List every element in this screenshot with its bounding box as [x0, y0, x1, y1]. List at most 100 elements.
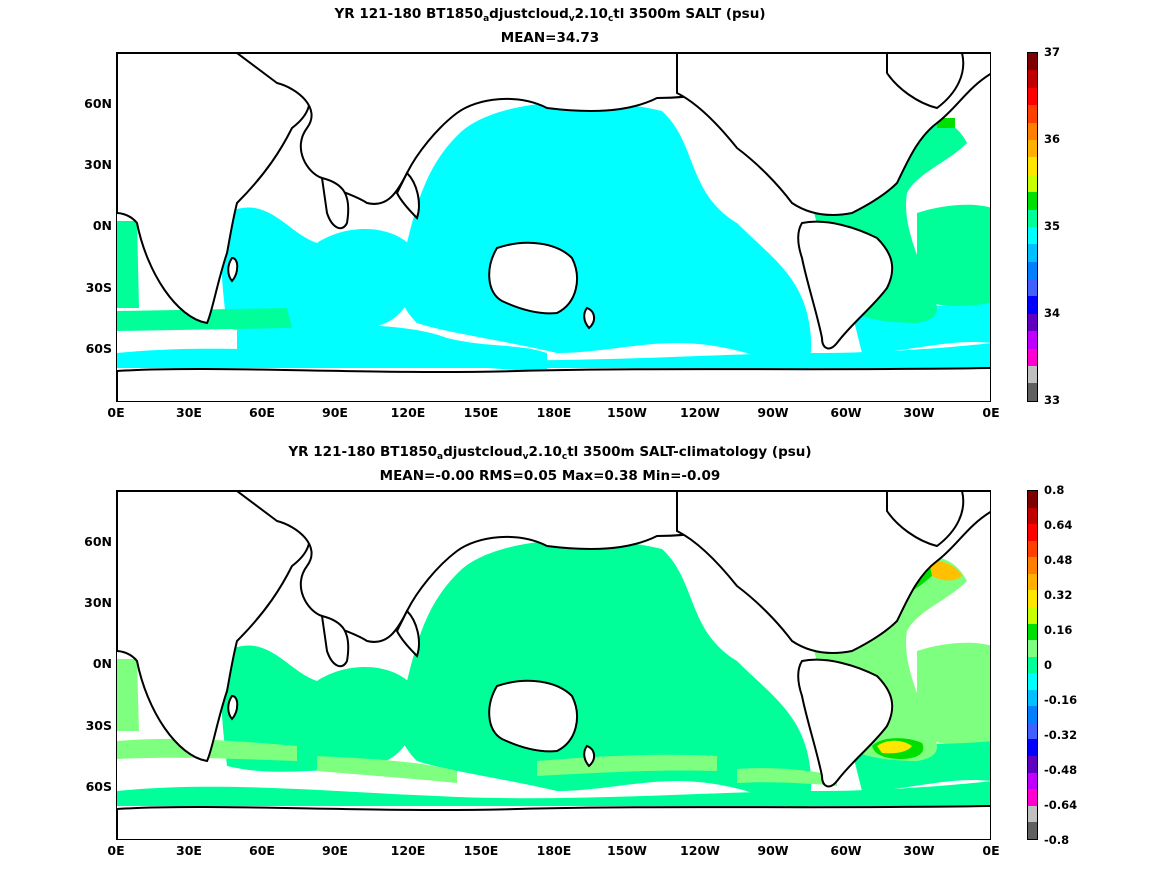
colorbar-swatch: [1028, 507, 1037, 525]
colorbar-swatch: [1028, 689, 1037, 707]
colorbar-label: 0.64: [1044, 518, 1073, 532]
colorbar-swatch: [1028, 656, 1037, 674]
colorbar-swatch: [1028, 573, 1037, 591]
lon-tick-label: 60W: [830, 405, 862, 420]
lon-tick-label: 120E: [390, 843, 426, 858]
lon-tick-label: 120W: [680, 405, 720, 420]
colorbar: [1027, 490, 1038, 840]
colorbar-swatch: [1028, 805, 1037, 823]
colorbar-swatch: [1028, 557, 1037, 574]
lon-tick-label: 60E: [249, 405, 275, 420]
colorbar-swatch: [1028, 640, 1037, 657]
colorbar-swatch: [1028, 491, 1037, 508]
colorbar: [1027, 52, 1038, 402]
lat-tick-label: 0N: [92, 656, 112, 671]
lon-tick-label: 150E: [463, 843, 499, 858]
colorbar-label: 35: [1044, 219, 1061, 233]
colorbar-swatch: [1028, 706, 1037, 723]
colorbar-swatch: [1028, 244, 1037, 262]
colorbar-swatch: [1028, 722, 1037, 740]
lon-tick-label: 0E: [107, 843, 125, 858]
map-mean-stat: MEAN=34.73: [500, 30, 600, 46]
colorbar-swatch: [1028, 383, 1037, 401]
colorbar-label: 34: [1044, 306, 1061, 320]
colorbar-swatch: [1028, 772, 1037, 790]
colorbar-swatch: [1028, 606, 1037, 624]
colorbar-label: 37: [1044, 45, 1061, 59]
lon-tick-label: 60E: [249, 843, 275, 858]
map-title: YR 121-180 BT1850adjustcloudv2.10ctl 350…: [288, 444, 812, 462]
colorbar-swatch: [1028, 623, 1037, 641]
lon-tick-label: 30E: [176, 843, 202, 858]
colorbar-swatch: [1028, 590, 1037, 607]
colorbar-swatch: [1028, 105, 1037, 123]
colorbar-label: -0.64: [1044, 798, 1078, 812]
lon-tick-label: 60W: [830, 843, 862, 858]
lon-tick-label: 150W: [607, 843, 647, 858]
colorbar-label: -0.16: [1044, 693, 1078, 707]
colorbar-swatch: [1028, 739, 1037, 756]
colorbar-swatch: [1028, 139, 1037, 158]
colorbar-swatch: [1028, 53, 1037, 71]
salinity-anomaly-map-panel: YR 121-180 BT1850adjustcloudv2.10ctl 350…: [0, 438, 1167, 875]
continents: [117, 491, 990, 839]
lon-tick-label: 90E: [322, 405, 348, 420]
colorbar-label: 0.8: [1044, 483, 1065, 497]
colorbar-swatch: [1028, 756, 1037, 773]
lat-tick-label: 30S: [85, 280, 112, 295]
lon-tick-label: 30W: [903, 405, 935, 420]
lon-tick-label: 0E: [982, 843, 1000, 858]
colorbar-swatch: [1028, 70, 1037, 88]
lon-tick-label: 180E: [536, 405, 572, 420]
lon-tick-label: 180E: [536, 843, 572, 858]
colorbar-label: 36: [1044, 132, 1061, 146]
colorbar-swatch: [1028, 157, 1037, 175]
lon-tick-label: 0E: [982, 405, 1000, 420]
colorbar-label: -0.32: [1044, 728, 1078, 742]
colorbar-swatch: [1028, 87, 1037, 106]
colorbar-swatch: [1028, 192, 1037, 210]
map-plot-area: [116, 490, 991, 840]
world-map: [117, 491, 990, 839]
colorbar-swatch: [1028, 822, 1037, 839]
lon-tick-label: 150E: [463, 405, 499, 420]
map-plot-area: [116, 52, 991, 402]
colorbar-swatch: [1028, 789, 1037, 806]
map-stats: MEAN=-0.00 RMS=0.05 Max=0.38 Min=-0.09: [379, 468, 721, 484]
colorbar-swatch: [1028, 261, 1037, 280]
colorbar-swatch: [1028, 209, 1037, 227]
lat-tick-label: 60N: [84, 96, 112, 111]
colorbar-swatch: [1028, 296, 1037, 314]
map-title: YR 121-180 BT1850adjustcloudv2.10ctl 350…: [334, 6, 766, 24]
continents: [117, 53, 990, 401]
lat-tick-label: 60S: [85, 341, 112, 356]
salinity-map-panel: YR 121-180 BT1850adjustcloudv2.10ctl 350…: [0, 0, 1167, 437]
colorbar-label: -0.48: [1044, 763, 1078, 777]
colorbar-swatch: [1028, 279, 1037, 297]
lat-tick-label: 60N: [84, 534, 112, 549]
lat-tick-label: 30N: [84, 157, 112, 172]
colorbar-label: 0.48: [1044, 553, 1073, 567]
lat-tick-label: 30S: [85, 718, 112, 733]
colorbar-swatch: [1028, 122, 1037, 140]
lat-tick-label: 30N: [84, 595, 112, 610]
colorbar-label: 0.32: [1044, 588, 1073, 602]
lon-tick-label: 90W: [757, 405, 789, 420]
colorbar-swatch: [1028, 313, 1037, 332]
colorbar-label: 0: [1044, 658, 1053, 672]
colorbar-label: 0.16: [1044, 623, 1073, 637]
lon-tick-label: 150W: [607, 405, 647, 420]
colorbar-label: 33: [1044, 393, 1061, 407]
colorbar-swatch: [1028, 366, 1037, 384]
lon-tick-label: 90E: [322, 843, 348, 858]
colorbar-swatch: [1028, 524, 1037, 541]
colorbar-swatch: [1028, 174, 1037, 193]
colorbar-label: -0.8: [1044, 833, 1070, 847]
colorbar-swatch: [1028, 348, 1037, 367]
colorbar-swatch: [1028, 673, 1037, 690]
lat-tick-label: 0N: [92, 218, 112, 233]
world-map: [117, 53, 990, 401]
colorbar-swatch: [1028, 331, 1037, 349]
lon-tick-label: 0E: [107, 405, 125, 420]
lon-tick-label: 90W: [757, 843, 789, 858]
